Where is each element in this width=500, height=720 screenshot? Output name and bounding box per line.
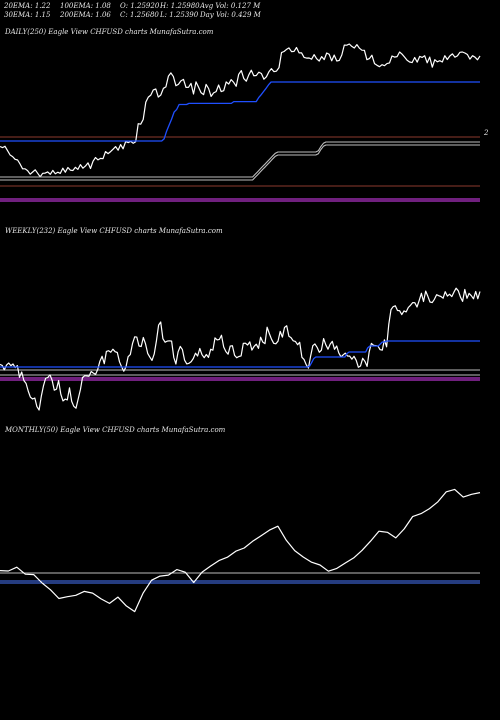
weekly-price-line-0 bbox=[0, 287, 481, 411]
close-readout: C: 1.25680 bbox=[120, 11, 159, 19]
ema30-readout: 30EMA: 1.15 bbox=[4, 11, 51, 19]
weekly-ma-blue-line-1 bbox=[0, 340, 480, 368]
daily-ma-gray-line-3 bbox=[0, 141, 480, 178]
avg-vol-readout: Avg Vol: 0.127 M bbox=[200, 2, 261, 10]
daily-ma-blue-line-1 bbox=[0, 81, 480, 142]
ema100-readout: 100EMA: 1.08 bbox=[60, 2, 111, 10]
daily-right-label: 2 bbox=[484, 129, 489, 137]
ema20-readout: 20EMA: 1.22 bbox=[4, 2, 51, 10]
daily-chart-panel bbox=[0, 43, 481, 202]
daily-panel-title: DAILY(250) Eagle View CHFUSD charts Muna… bbox=[5, 28, 214, 36]
monthly-panel-title: MONTHLY(50) Eagle View CHFUSD charts Mun… bbox=[5, 426, 226, 434]
high-readout: H: 1.25980 bbox=[160, 2, 200, 10]
weekly-panel-title: WEEKLY(232) Eagle View CHFUSD charts Mun… bbox=[5, 227, 223, 235]
weekly-chart-panel bbox=[0, 287, 481, 411]
open-readout: O: 1.25920 bbox=[120, 2, 160, 10]
daily-ma-gray-line-2 bbox=[0, 144, 480, 181]
monthly-chart-panel bbox=[0, 488, 481, 613]
day-vol-readout: Day Vol: 0.429 M bbox=[200, 11, 261, 19]
ema200-readout: 200EMA: 1.06 bbox=[60, 11, 111, 19]
monthly-price-line-0 bbox=[0, 488, 481, 613]
daily-price-line-0 bbox=[0, 43, 481, 178]
low-readout: L: 1.25390 bbox=[160, 11, 199, 19]
